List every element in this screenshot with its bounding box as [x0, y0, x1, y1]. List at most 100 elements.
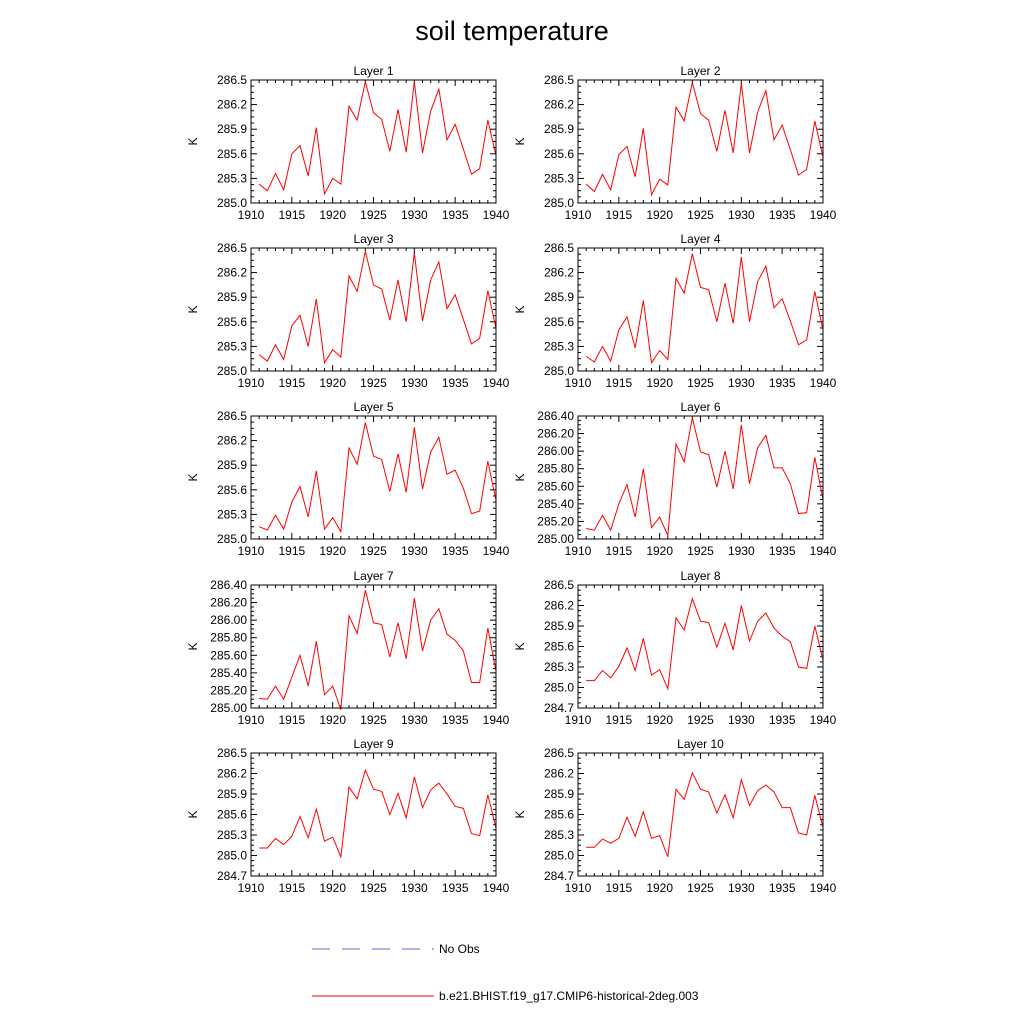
- panel-10-ytick-label-6: 286.5: [544, 746, 574, 760]
- panel-6-title: Layer 6: [680, 400, 720, 414]
- panel-9-ytick-label-6: 286.5: [217, 746, 247, 760]
- panel-2-ytick-label-5: 286.5: [544, 73, 574, 87]
- panel-6-ytick-label-6: 286.20: [537, 427, 574, 441]
- panel-5-xtick-label-6: 1940: [483, 544, 510, 558]
- panel-4-frame: [577, 247, 824, 372]
- panel-9-ytick-label-0: 284.7: [217, 869, 247, 883]
- panel-9-xtick-label-4: 1930: [401, 881, 428, 895]
- panel-9-xtick-label-2: 1920: [319, 881, 346, 895]
- panel-7-xtick-label-4: 1930: [401, 713, 428, 727]
- panel-10-xtick-label-1: 1915: [605, 881, 632, 895]
- panel-5-ytick-label-1: 285.3: [217, 507, 247, 521]
- panel-9-ytick-label-3: 285.6: [217, 808, 247, 822]
- panel-8-xtick-label-0: 1910: [565, 713, 592, 727]
- panel-9-title: Layer 9: [353, 737, 393, 751]
- panel-7-series-line-0: [259, 590, 497, 710]
- panel-7-ytick-label-7: 286.40: [210, 578, 247, 592]
- panels: Layer 1 K 1910 1915 1920 1925 1930 1935 1940 285.…: [186, 64, 837, 895]
- panel-10-ytick-label-0: 284.7: [544, 869, 574, 883]
- panel-8-xtick-label-5: 1935: [769, 713, 796, 727]
- panel-9-ytick-label-5: 286.2: [217, 767, 247, 781]
- panel-9-xtick-label-6: 1940: [483, 881, 510, 895]
- panel-3-xtick-label-3: 1925: [360, 376, 387, 390]
- panel-4-xtick-label-5: 1935: [769, 376, 796, 390]
- panel-6-xtick-label-2: 1920: [646, 544, 673, 558]
- panel-9-ytick-label-2: 285.3: [217, 828, 247, 842]
- panel-8-xtick-label-6: 1940: [810, 713, 837, 727]
- panel-8-xtick-label-4: 1930: [728, 713, 755, 727]
- panel-6-ytick-label-5: 286.00: [537, 444, 574, 458]
- panel-3-title: Layer 3: [353, 232, 393, 246]
- panel-2-ytick-label-1: 285.3: [544, 171, 574, 185]
- panel-1-series-line-0: [258, 81, 497, 196]
- panel-3-xtick-label-6: 1940: [483, 376, 510, 390]
- panel-3-series-line-0: [258, 251, 497, 365]
- panel-4-ytick-label-1: 285.3: [544, 339, 574, 353]
- panel-2-xtick-label-6: 1940: [810, 208, 837, 222]
- panel-2-ytick-label-3: 285.9: [544, 122, 574, 136]
- panel-4-xtick-label-1: 1915: [605, 376, 632, 390]
- legend: No Obs b.e21.BHIST.f19_g17.CMIP6-histori…: [312, 942, 699, 1003]
- panel-2-xtick-label-5: 1935: [769, 208, 796, 222]
- panel-6-series-line-0: [586, 417, 824, 538]
- panel-3-ytick-label-5: 286.5: [217, 241, 247, 255]
- panel-5-ytick-label-5: 286.5: [217, 409, 247, 423]
- panel-5-series-line-0: [258, 422, 497, 534]
- panel-3-frame: [250, 247, 497, 372]
- panel-4-xtick-label-4: 1930: [728, 376, 755, 390]
- panel-1-xtick-label-6: 1940: [483, 208, 510, 222]
- panel-9-ylabel: K: [186, 810, 200, 818]
- panel-1-ytick-label-3: 285.9: [217, 122, 247, 136]
- panel-3-ytick-label-4: 286.2: [217, 266, 247, 280]
- panel-4-xtick-label-0: 1910: [565, 376, 592, 390]
- panel-10-xtick-label-0: 1910: [565, 881, 592, 895]
- panel-6-ytick-label-1: 285.20: [537, 514, 574, 528]
- panel-8-title: Layer 8: [680, 569, 720, 583]
- panel-2-frame: [577, 79, 824, 204]
- panel-3-xtick-label-1: 1915: [278, 376, 305, 390]
- panel-2-title: Layer 2: [680, 64, 720, 78]
- panel-7-ytick-label-4: 285.80: [210, 631, 247, 645]
- panel-5-xtick-label-4: 1930: [401, 544, 428, 558]
- panel-4-ytick-label-0: 285.0: [544, 364, 574, 378]
- panel-5-ylabel: K: [186, 473, 200, 481]
- legend-label-model: b.e21.BHIST.f19_g17.CMIP6-historical-2de…: [439, 989, 699, 1003]
- panel-7-title: Layer 7: [353, 569, 393, 583]
- panel-9-ytick-label-1: 285.0: [217, 849, 247, 863]
- panel-5-frame: [250, 415, 497, 540]
- panel-1-ylabel: K: [186, 137, 200, 145]
- panel-2-xtick-label-4: 1930: [728, 208, 755, 222]
- panel-6-xtick-label-1: 1915: [605, 544, 632, 558]
- panel-1-xtick-label-0: 1910: [238, 208, 265, 222]
- panel-3-xtick-label-2: 1920: [319, 376, 346, 390]
- panel-10-ylabel: K: [513, 810, 527, 818]
- panel-1-ytick-label-5: 286.5: [217, 73, 247, 87]
- panel-6-ytick-label-2: 285.40: [537, 497, 574, 511]
- panel-6-ytick-label-7: 286.40: [537, 409, 574, 423]
- panel-1-ytick-label-2: 285.6: [217, 147, 247, 161]
- legend-item-no-obs: No Obs: [312, 942, 480, 956]
- panel-4-xtick-label-3: 1925: [687, 376, 714, 390]
- panel-10-ytick-label-1: 285.0: [544, 849, 574, 863]
- panel-3-xtick-label-4: 1930: [401, 376, 428, 390]
- panel-2-ytick-label-4: 286.2: [544, 98, 574, 112]
- panel-9-xtick-label-3: 1925: [360, 881, 387, 895]
- panel-8-series-line-0: [586, 596, 824, 691]
- panel-5-xtick-label-5: 1935: [442, 544, 469, 558]
- panel-10-xtick-label-4: 1930: [728, 881, 755, 895]
- panel-1-xtick-label-3: 1925: [360, 208, 387, 222]
- panel-10-ytick-label-4: 285.9: [544, 787, 574, 801]
- panel-8-xtick-label-2: 1920: [646, 713, 673, 727]
- panel-4-ytick-label-5: 286.5: [544, 241, 574, 255]
- panel-7-ytick-label-0: 285.00: [210, 701, 247, 715]
- panel-5-xtick-label-1: 1915: [278, 544, 305, 558]
- panel-10-xtick-label-3: 1925: [687, 881, 714, 895]
- panel-7-xtick-label-3: 1925: [360, 713, 387, 727]
- panel-6-xtick-label-3: 1925: [687, 544, 714, 558]
- panel-1-xtick-label-4: 1930: [401, 208, 428, 222]
- panel-7-ytick-label-3: 285.60: [210, 648, 247, 662]
- panel-8-ytick-label-6: 286.5: [544, 578, 574, 592]
- panel-1-ytick-label-4: 286.2: [217, 98, 247, 112]
- panel-2-xtick-label-1: 1915: [605, 208, 632, 222]
- panel-3-ytick-label-3: 285.9: [217, 290, 247, 304]
